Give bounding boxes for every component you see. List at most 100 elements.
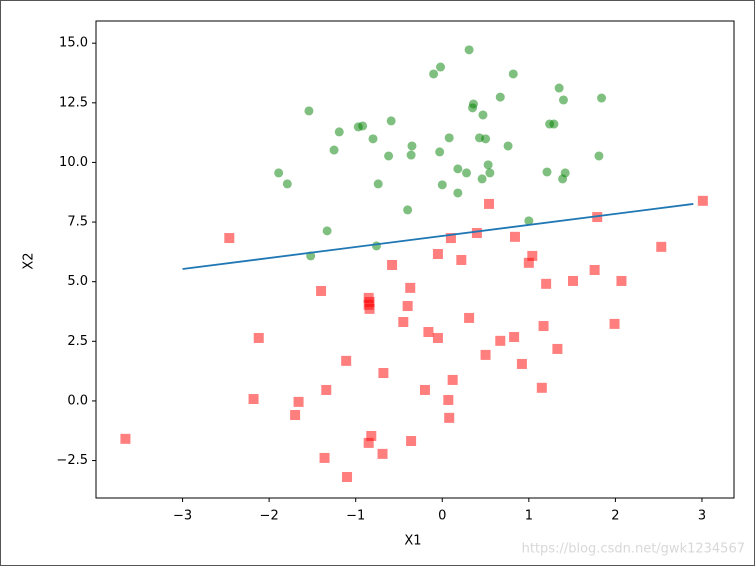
point [464,312,475,323]
point [468,103,478,113]
point [589,264,600,275]
point [423,327,434,338]
point [536,382,547,393]
y-tick-label: 0.0 [67,393,88,408]
axes-frame [95,20,735,499]
y-tick-label: 2.5 [67,334,88,349]
point [378,368,389,379]
x-tick-label: 1 [525,509,533,524]
x-axis-label: X1 [404,534,421,549]
point [567,275,578,286]
point [495,335,506,346]
point [274,168,284,178]
point [436,62,446,72]
point [319,452,330,463]
point [316,285,327,296]
point [542,167,552,177]
point [371,241,381,251]
point [447,374,458,385]
point [358,121,368,131]
point [509,332,520,343]
point [368,134,378,144]
point [437,180,447,190]
point [248,394,259,405]
point [435,147,445,157]
point [471,228,482,239]
point [558,95,568,105]
point [403,205,413,215]
point [484,198,495,209]
point [503,141,513,151]
point [554,83,564,93]
point [477,174,487,184]
point [329,145,339,155]
point [549,119,559,129]
point [304,106,314,116]
y-tick-label: 5.0 [67,274,88,289]
point [495,92,505,102]
point [508,69,518,79]
x-tick-label: 0 [438,509,446,524]
y-tick-label: 12.5 [59,95,88,110]
point [363,437,374,448]
point [523,257,534,268]
point [481,134,491,144]
point [616,275,627,286]
point [429,69,439,79]
point [609,318,620,329]
watermark: https://blog.csdn.net/gwk1234567 [522,542,745,557]
point [321,384,332,395]
point [483,160,493,170]
x-tick-label: −3 [173,509,192,524]
point [485,168,495,178]
point [443,394,454,405]
point [432,249,443,260]
fit-line [182,203,694,270]
point [282,179,292,189]
point [480,349,491,360]
point [387,259,398,270]
point [462,168,472,178]
y-tick-label: 7.5 [67,215,88,230]
point [322,226,332,236]
point [419,384,430,395]
point [402,301,413,312]
point [541,278,552,289]
y-tick-label: 15.0 [59,36,88,51]
point [432,332,443,343]
point [456,254,467,265]
point [377,448,388,459]
y-tick-label: 10.0 [59,155,88,170]
point [398,316,409,327]
point [342,472,353,483]
x-tick-label: 2 [611,509,619,524]
point [464,45,474,55]
point [524,216,534,226]
point [384,151,394,161]
x-tick-label: −1 [346,509,365,524]
point [290,410,301,421]
point [527,250,538,261]
point [697,195,708,206]
point [253,332,264,343]
point [516,358,527,369]
point [552,343,563,354]
point [453,188,463,198]
point [445,233,456,244]
point [366,430,377,441]
point [364,303,375,314]
point [656,241,667,252]
point [386,116,396,126]
point [478,110,488,120]
x-tick-label: 3 [698,509,706,524]
point [453,164,463,174]
point [509,231,520,242]
point [558,174,568,184]
point [373,179,383,189]
y-tick-label: −2.5 [56,453,88,468]
point [224,233,235,244]
point [444,412,455,423]
y-axis-label: X2 [22,252,37,269]
